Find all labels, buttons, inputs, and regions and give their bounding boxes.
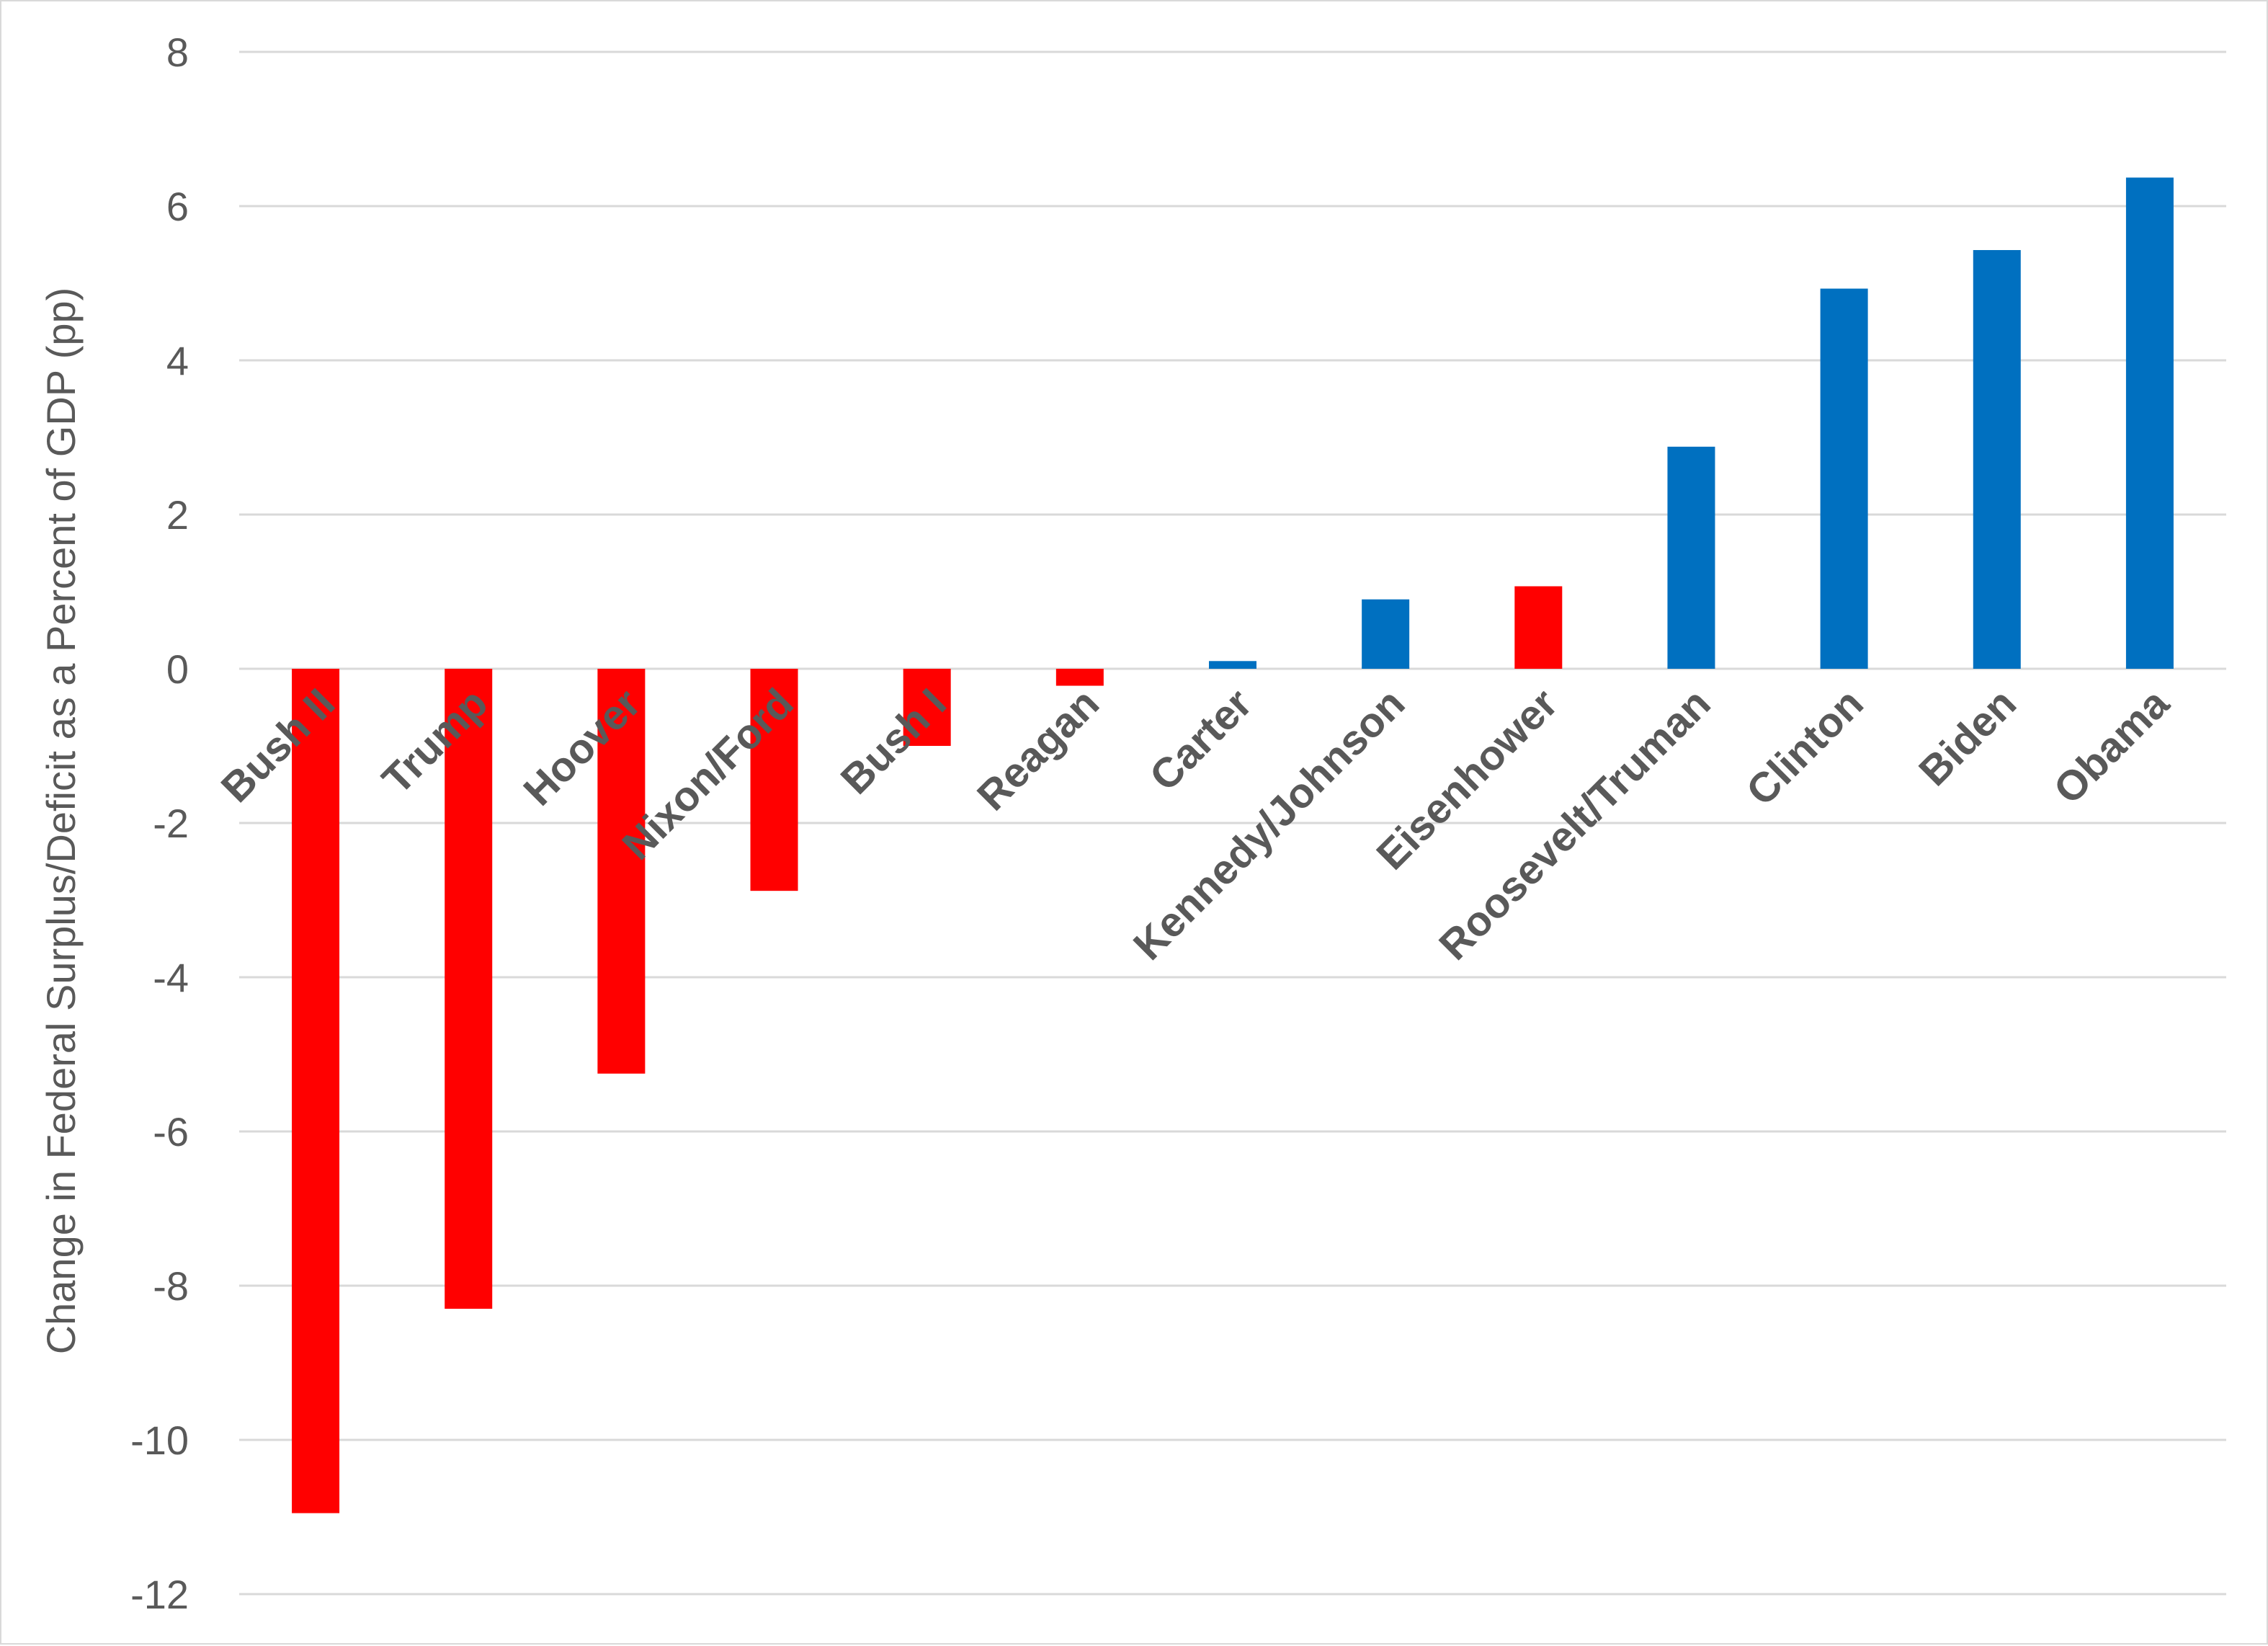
category-label: Reagan: [968, 680, 1108, 819]
y-tick-label: 0: [166, 646, 189, 692]
bar-nixon-ford: [750, 669, 798, 891]
category-label: Roosevelt/Truman: [1430, 680, 1720, 969]
bar-obama: [2125, 177, 2174, 669]
category-label: Clinton: [1738, 680, 1872, 814]
bar-carter: [1209, 661, 1256, 669]
bar-bush-ii: [292, 669, 340, 1513]
category-label: Biden: [1910, 680, 2025, 795]
bar-trump: [445, 669, 493, 1309]
bar-roosevelt-truman: [1667, 446, 1715, 669]
y-tick-label: -4: [153, 955, 189, 1000]
y-tick-label: 4: [166, 338, 189, 383]
bar-biden: [1973, 249, 2021, 669]
bar-reagan: [1055, 669, 1104, 686]
category-label: Kennedy/Johnson: [1125, 680, 1414, 969]
bar-clinton: [1820, 288, 1868, 669]
gridlines: [239, 50, 2226, 1596]
bar-bush-i: [903, 669, 951, 746]
bars: [292, 177, 2174, 1513]
bar-kennedy-johnson: [1362, 599, 1410, 669]
y-tick-label: 2: [166, 492, 189, 538]
category-label: Obama: [2045, 680, 2179, 814]
bar-eisenhower: [1514, 586, 1563, 669]
y-tick-label: -6: [153, 1109, 189, 1155]
y-tick-label: 8: [166, 30, 189, 75]
y-tick-label: -8: [153, 1263, 189, 1309]
y-axis-title: Change in Federal Surplus/Deficit as a P…: [38, 288, 84, 1355]
y-tick-label: -12: [130, 1572, 189, 1617]
y-tick-label: -2: [153, 801, 189, 846]
y-tick-label: 6: [166, 184, 189, 229]
category-label: Carter: [1140, 680, 1261, 800]
bar-hoover: [597, 669, 646, 1074]
y-tick-label: -10: [130, 1418, 189, 1463]
y-axis-tick-labels: 8 6 4 2 0 -2 -4 -6 -8 -10 -12: [130, 30, 189, 1617]
